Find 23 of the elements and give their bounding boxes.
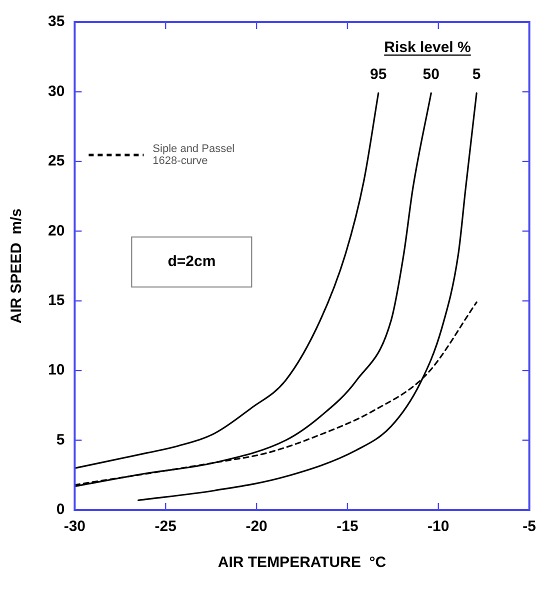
series-label: 50 xyxy=(422,66,440,84)
x-tick-label: -30 xyxy=(64,518,86,536)
y-tick-label: 10 xyxy=(48,362,65,379)
y-tick-label: 30 xyxy=(48,82,65,100)
legend-title: Risk level % xyxy=(384,39,471,56)
y-tick-label: 15 xyxy=(48,292,65,309)
x-tick-label: -20 xyxy=(246,518,268,536)
y-tick-label: 35 xyxy=(48,13,65,30)
series-label: 95 xyxy=(370,66,387,84)
line-series xyxy=(74,92,380,469)
y-tick-label: 20 xyxy=(48,222,65,240)
legend-label: Siple and Passel 1628-curve xyxy=(152,143,235,167)
x-tick-label: -10 xyxy=(428,518,450,536)
x-tick-label: -5 xyxy=(522,518,536,536)
x-axis-title: AIR TEMPERATURE °C xyxy=(218,554,386,572)
y-tick-label: 5 xyxy=(56,431,65,448)
y-axis-title: AIR SPEED m/s xyxy=(8,208,26,324)
x-tick-label: -15 xyxy=(336,518,358,536)
y-tick-label: 25 xyxy=(48,152,65,170)
y-tick-label: 0 xyxy=(56,501,65,518)
x-tick-label: -25 xyxy=(154,518,176,536)
series-label: 5 xyxy=(472,66,481,84)
annotation: d=2cm xyxy=(168,253,216,270)
